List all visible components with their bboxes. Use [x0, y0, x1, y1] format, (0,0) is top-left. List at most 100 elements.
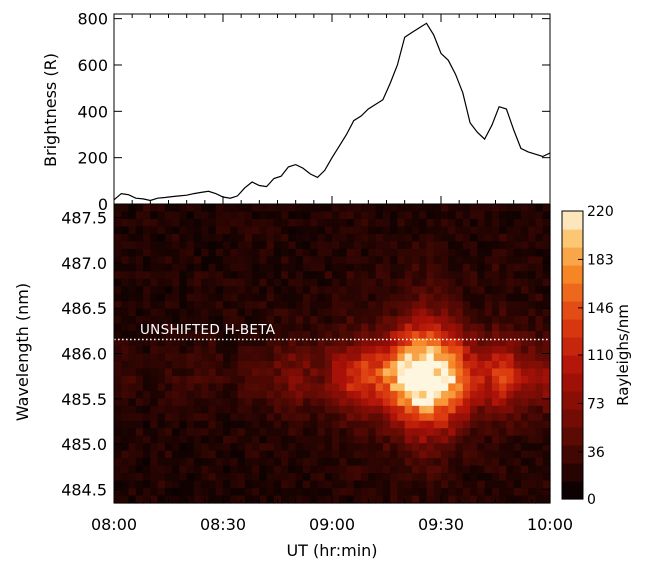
spectrogram-cell: [411, 435, 420, 444]
spectrogram-cell: [295, 271, 304, 280]
spectrogram-cell: [193, 443, 202, 452]
spectrogram-cell: [368, 458, 377, 467]
spectrogram-cell: [230, 293, 239, 302]
spectrogram-cell: [411, 465, 420, 474]
spectrogram-cell: [273, 488, 282, 497]
spectrogram-cell: [273, 443, 282, 452]
spectrogram-cell: [208, 308, 217, 317]
spectrogram-cell: [288, 480, 297, 489]
spectrogram-cell: [172, 211, 180, 220]
spectrogram-cell: [186, 405, 195, 414]
spectrogram-cell: [128, 368, 137, 377]
spectrogram-cell: [143, 435, 151, 444]
spectrogram-cell: [339, 405, 348, 414]
spectrogram-cell: [302, 398, 311, 407]
spectrogram-cell: [361, 383, 369, 392]
spectrogram-cell: [448, 398, 457, 407]
spectrogram-cell: [542, 375, 551, 384]
spectrogram-cell: [419, 271, 428, 280]
spectrogram-cell: [397, 375, 406, 384]
spectrogram-cell: [157, 323, 166, 332]
spectrogram-cell: [455, 383, 464, 392]
spectrogram-cell: [172, 360, 180, 370]
spectrogram-cell: [317, 256, 326, 265]
spectrogram-cell: [150, 465, 159, 474]
spectrogram-cell: [499, 241, 507, 250]
spectrogram-cell: [237, 256, 246, 265]
spectrogram-cell: [499, 301, 507, 310]
spectrogram-cell: [375, 383, 384, 392]
spectrogram-cell: [353, 495, 362, 504]
spectrogram-cell: [390, 211, 398, 220]
spectrogram-cell: [433, 413, 442, 422]
spectrogram-cell: [535, 435, 544, 444]
spectrogram-cell: [259, 368, 268, 377]
spectrogram-cell: [368, 271, 377, 280]
spectrogram-cell: [470, 480, 478, 489]
spectrogram-cell: [426, 383, 435, 392]
spectrogram-cell: [266, 338, 275, 347]
spectrogram-cell: [281, 450, 289, 459]
spectrogram-cell: [390, 271, 398, 280]
spectrogram-cell: [310, 204, 319, 213]
spectrogram-cell: [172, 278, 180, 287]
spectrogram-cell: [346, 248, 355, 257]
spectrogram-cell: [208, 473, 217, 482]
spectrogram-cell: [201, 226, 210, 235]
spectrogram-cell: [259, 458, 268, 467]
spectrogram-cell: [470, 458, 478, 467]
spectrogram-cell: [121, 443, 130, 452]
spectrogram-cell: [477, 323, 486, 332]
spectrogram-cell: [288, 278, 297, 287]
spectrogram-cell: [164, 248, 173, 257]
spectrogram-cell: [223, 450, 231, 459]
spectrogram-cell: [317, 316, 326, 325]
spectrogram-cell: [528, 353, 537, 362]
spectrogram-cell: [361, 271, 369, 280]
spectrogram-cell: [310, 428, 319, 437]
spectrogram-cell: [520, 428, 529, 437]
spectrogram-cell: [448, 248, 457, 257]
spectrogram-cell: [150, 375, 159, 384]
spectrogram-cell: [201, 241, 210, 250]
spectrogram-cell: [513, 331, 522, 340]
spectrogram-cell: [259, 465, 268, 474]
colorbar-segment: [562, 211, 583, 230]
spectrogram-cell: [339, 286, 348, 295]
spectrogram-cell: [237, 458, 246, 467]
spectrogram-cell: [143, 308, 151, 317]
spectrogram-cell: [157, 233, 166, 242]
spectrogram-cell: [317, 383, 326, 392]
spectrogram-cell: [121, 458, 130, 467]
spectrogram-cell: [368, 398, 377, 407]
spectrogram-cell: [484, 271, 493, 280]
spectrogram-cell: [411, 443, 420, 452]
spectrogram-cell: [244, 248, 253, 257]
spectrogram-cell: [266, 204, 275, 213]
spectrogram-cell: [215, 488, 224, 497]
spectrogram-cell: [208, 413, 217, 422]
spectrogram-cell: [172, 473, 180, 482]
spectrogram-cell: [404, 316, 413, 325]
spectrogram-cell: [230, 323, 239, 332]
spectrogram-cell: [164, 368, 173, 377]
spectrogram-cell: [470, 428, 478, 437]
spectrogram-cell: [302, 473, 311, 482]
spectrogram-cell: [390, 286, 398, 295]
time-x-ticks: 08:00 08:30 09:00 09:30 10:00: [91, 495, 573, 534]
spectrogram-cell: [252, 271, 260, 280]
spectrogram-cell: [404, 390, 413, 399]
spectrogram-cell: [266, 353, 275, 362]
spectrogram-cell: [186, 263, 195, 272]
spectrogram-cell: [172, 413, 180, 422]
spectrogram-cell: [361, 398, 369, 407]
spectrogram-cell: [266, 420, 275, 429]
spectrogram-cell: [332, 473, 340, 482]
spectrogram-cell: [135, 473, 144, 482]
spectrogram-cell: [542, 286, 551, 295]
spectrogram-cell: [361, 293, 369, 302]
spectrogram-cell: [332, 375, 340, 384]
spectrogram-cell: [455, 450, 464, 459]
spectrogram-cell: [390, 360, 398, 370]
spectrogram-cell: [317, 443, 326, 452]
